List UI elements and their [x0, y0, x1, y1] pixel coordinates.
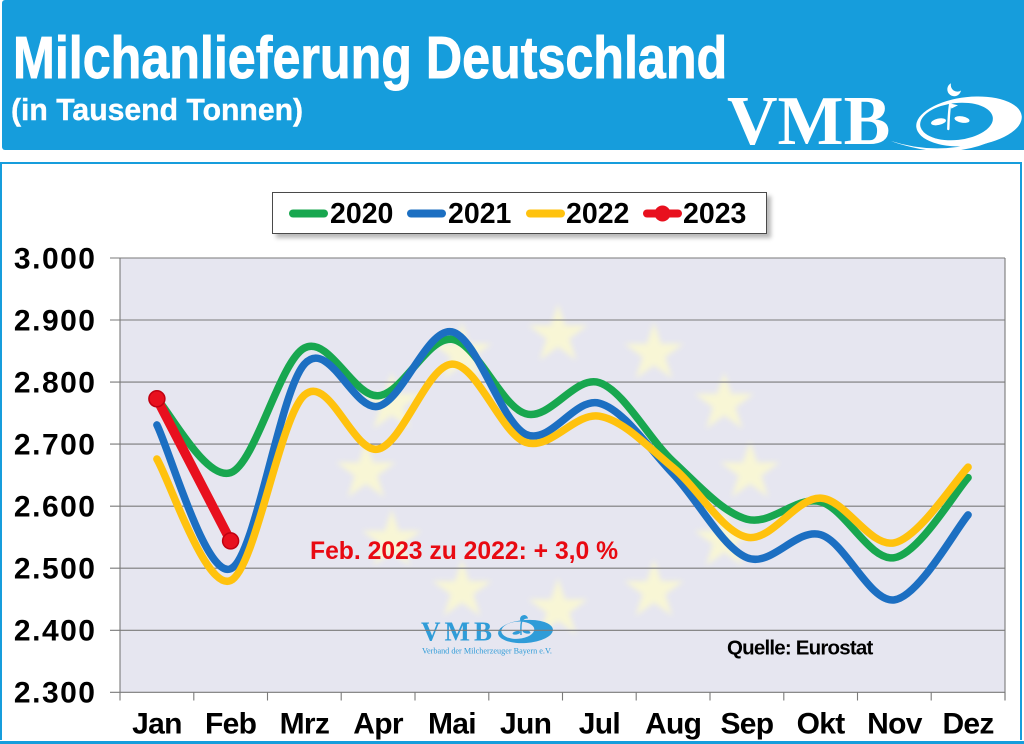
svg-text:Mai: Mai [428, 708, 476, 741]
svg-text:Aug: Aug [645, 708, 701, 741]
svg-text:Feb. 2023 zu 2022: + 3,0 %: Feb. 2023 zu 2022: + 3,0 % [310, 538, 618, 565]
svg-text:2021: 2021 [448, 198, 512, 230]
svg-text:Jul: Jul [579, 708, 620, 741]
svg-text:Okt: Okt [797, 708, 846, 741]
svg-text:2.800: 2.800 [14, 367, 97, 400]
svg-text:3.000: 3.000 [14, 242, 97, 275]
svg-text:VMB: VMB [421, 617, 496, 647]
svg-text:2.300: 2.300 [14, 677, 97, 710]
svg-text:2.700: 2.700 [14, 429, 97, 462]
svg-text:Quelle: Eurostat: Quelle: Eurostat [727, 637, 874, 660]
svg-text:Jan: Jan [132, 708, 182, 741]
svg-text:Apr: Apr [353, 708, 404, 741]
svg-text:Dez: Dez [942, 708, 993, 741]
svg-text:2.400: 2.400 [14, 615, 97, 648]
svg-text:2022: 2022 [566, 198, 629, 230]
svg-text:2023: 2023 [683, 198, 746, 230]
svg-text:Feb: Feb [205, 708, 257, 741]
svg-text:Nov: Nov [867, 708, 923, 741]
svg-text:2.600: 2.600 [14, 491, 97, 524]
svg-text:Jun: Jun [500, 708, 551, 741]
svg-text:2020: 2020 [330, 198, 393, 230]
svg-text:Mrz: Mrz [280, 708, 330, 741]
svg-text:Verband der Milcherzeuger Baye: Verband der Milcherzeuger Bayern e.V. [422, 647, 552, 656]
svg-text:Sep: Sep [720, 708, 773, 741]
svg-text:2.500: 2.500 [14, 553, 97, 586]
svg-text:2.900: 2.900 [14, 304, 97, 337]
